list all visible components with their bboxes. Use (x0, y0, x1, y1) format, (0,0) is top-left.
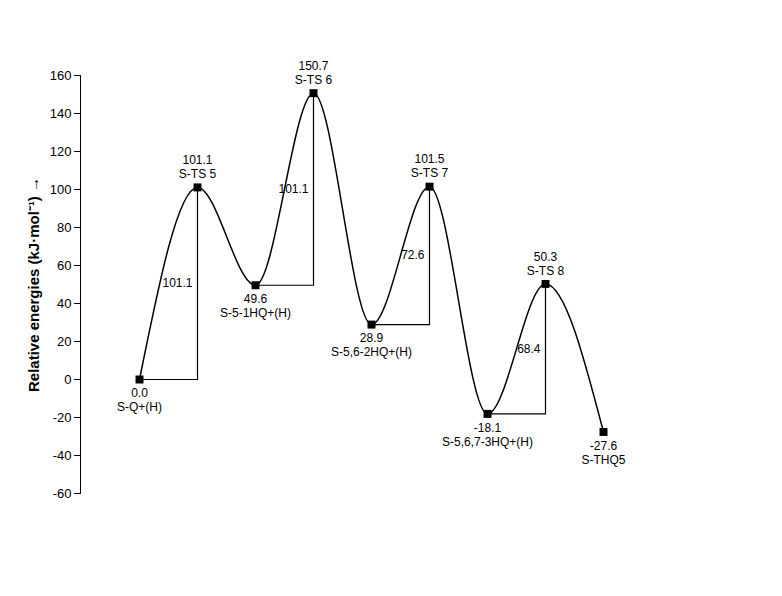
svg-text:S-TS 6: S-TS 6 (295, 73, 333, 87)
svg-text:S-TS 7: S-TS 7 (411, 166, 449, 180)
svg-text:49.6: 49.6 (244, 292, 268, 306)
svg-text:S-5,6-2HQ+(H): S-5,6-2HQ+(H) (331, 345, 412, 359)
svg-text:0: 0 (64, 372, 71, 387)
svg-text:72.6: 72.6 (401, 248, 425, 262)
svg-text:20: 20 (57, 334, 71, 349)
svg-text:-18.1: -18.1 (474, 421, 502, 435)
svg-text:68.4: 68.4 (517, 342, 541, 356)
svg-text:S-Q+(H): S-Q+(H) (117, 400, 162, 414)
svg-text:140: 140 (50, 106, 72, 121)
svg-text:100: 100 (50, 182, 72, 197)
svg-text:101.1: 101.1 (278, 182, 308, 196)
svg-text:Relative energies (kJ·mol⁻¹) →: Relative energies (kJ·mol⁻¹) → (25, 177, 42, 392)
svg-text:101.1: 101.1 (162, 276, 192, 290)
svg-text:101.5: 101.5 (414, 152, 444, 166)
svg-text:-20: -20 (53, 410, 72, 425)
svg-text:-27.6: -27.6 (590, 439, 618, 453)
svg-text:50.3: 50.3 (534, 250, 558, 264)
svg-text:-40: -40 (53, 448, 72, 463)
svg-text:S-TS 5: S-TS 5 (179, 167, 217, 181)
svg-text:-60: -60 (53, 486, 72, 501)
svg-text:150.7: 150.7 (298, 59, 328, 73)
svg-text:120: 120 (50, 144, 72, 159)
svg-text:28.9: 28.9 (360, 331, 384, 345)
svg-text:80: 80 (57, 220, 71, 235)
svg-text:0.0: 0.0 (131, 386, 148, 400)
svg-text:S-TS 8: S-TS 8 (527, 264, 565, 278)
svg-text:S-THQ5: S-THQ5 (581, 453, 625, 467)
svg-text:160: 160 (50, 68, 72, 83)
svg-text:101.1: 101.1 (182, 153, 212, 167)
svg-text:60: 60 (57, 258, 71, 273)
svg-text:40: 40 (57, 296, 71, 311)
svg-text:S-5,6,7-3HQ+(H): S-5,6,7-3HQ+(H) (442, 435, 533, 449)
svg-text:S-5-1HQ+(H): S-5-1HQ+(H) (220, 306, 291, 320)
